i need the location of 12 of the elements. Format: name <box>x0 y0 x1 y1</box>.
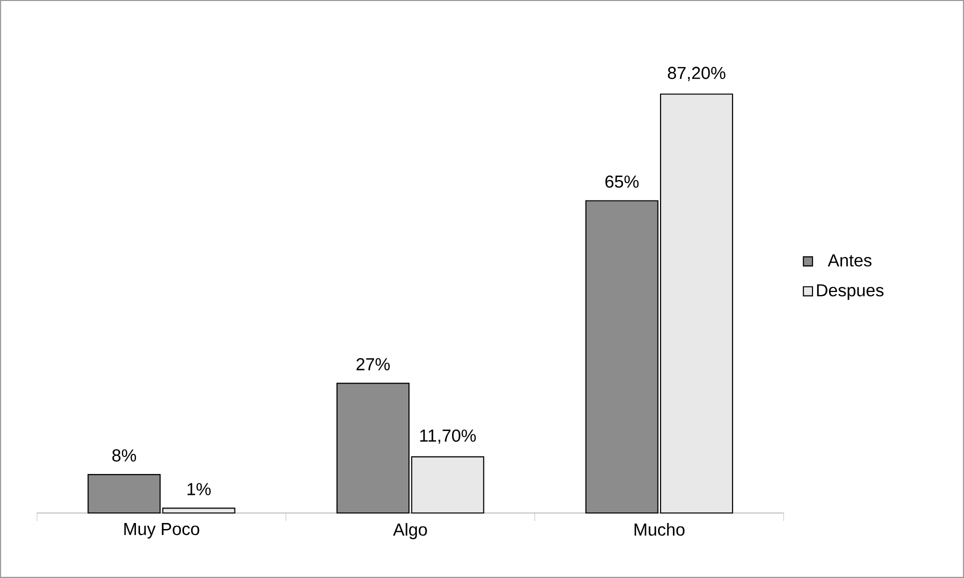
legend-label: Despues <box>817 284 884 300</box>
data-label: 11,70% <box>420 429 476 444</box>
data-label: 1% <box>188 483 211 496</box>
x-tick-label: Muy Poco <box>124 523 200 539</box>
data-label: 27% <box>356 358 390 370</box>
data-label: 8% <box>112 449 136 462</box>
data-label: 65% <box>605 176 639 188</box>
data-label: 87,20% <box>668 66 726 82</box>
legend-label: Antes <box>828 254 872 266</box>
bar <box>162 508 236 514</box>
x-tick-label: Algo <box>393 523 427 540</box>
x-tick-label: Mucho <box>634 523 684 536</box>
